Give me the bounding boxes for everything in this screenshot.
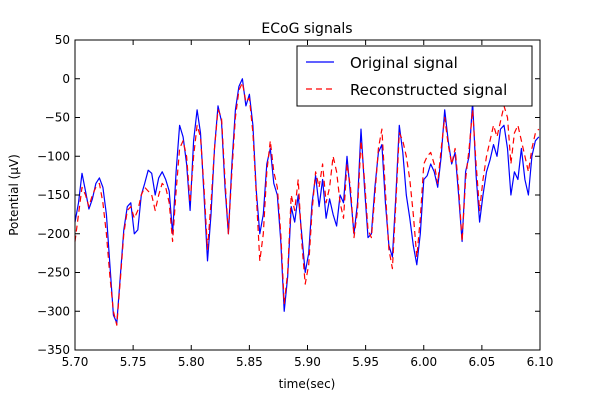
- x-tick-label: 6.05: [469, 355, 496, 369]
- legend-box: [296, 45, 533, 107]
- x-tick-label: 5.80: [178, 355, 205, 369]
- legend-label-original: Original signal: [350, 54, 458, 72]
- x-tick-label: 5.90: [294, 355, 321, 369]
- series-line-original: [74, 78, 540, 324]
- y-tick-label: −150: [37, 188, 70, 202]
- x-ticks: 5.70 5.75 5.80 5.85 5.90 5.95 6.00 6.05 6.10: [62, 40, 554, 369]
- legend: Original signal Reconstructed signal: [296, 45, 533, 107]
- y-tick-label: 50: [55, 33, 70, 47]
- x-axis-label: time(sec): [279, 377, 336, 391]
- series-layer: [74, 78, 540, 326]
- y-tick-label: 0: [62, 72, 70, 86]
- x-tick-label: 6.00: [410, 355, 437, 369]
- series-line-reconstructed: [74, 81, 540, 326]
- x-tick-label: 6.10: [527, 355, 554, 369]
- y-tick-label: −200: [37, 227, 70, 241]
- y-tick-label: −300: [37, 304, 70, 318]
- y-tick-label: −250: [37, 266, 70, 280]
- y-tick-label: −50: [45, 111, 70, 125]
- x-tick-label: 5.85: [236, 355, 263, 369]
- x-tick-label: 5.70: [62, 355, 89, 369]
- x-tick-label: 5.95: [352, 355, 379, 369]
- x-tick-label: 5.75: [120, 355, 147, 369]
- y-tick-label: −100: [37, 149, 70, 163]
- y-tick-label: −350: [37, 343, 70, 357]
- y-axis-label: Potential (μV): [7, 154, 21, 236]
- legend-label-reconstructed: Reconstructed signal: [350, 81, 507, 99]
- chart-title: ECoG signals: [261, 21, 352, 37]
- y-ticks: 50 0 −50 −100 −150 −200 −250 −300 −350: [37, 33, 540, 357]
